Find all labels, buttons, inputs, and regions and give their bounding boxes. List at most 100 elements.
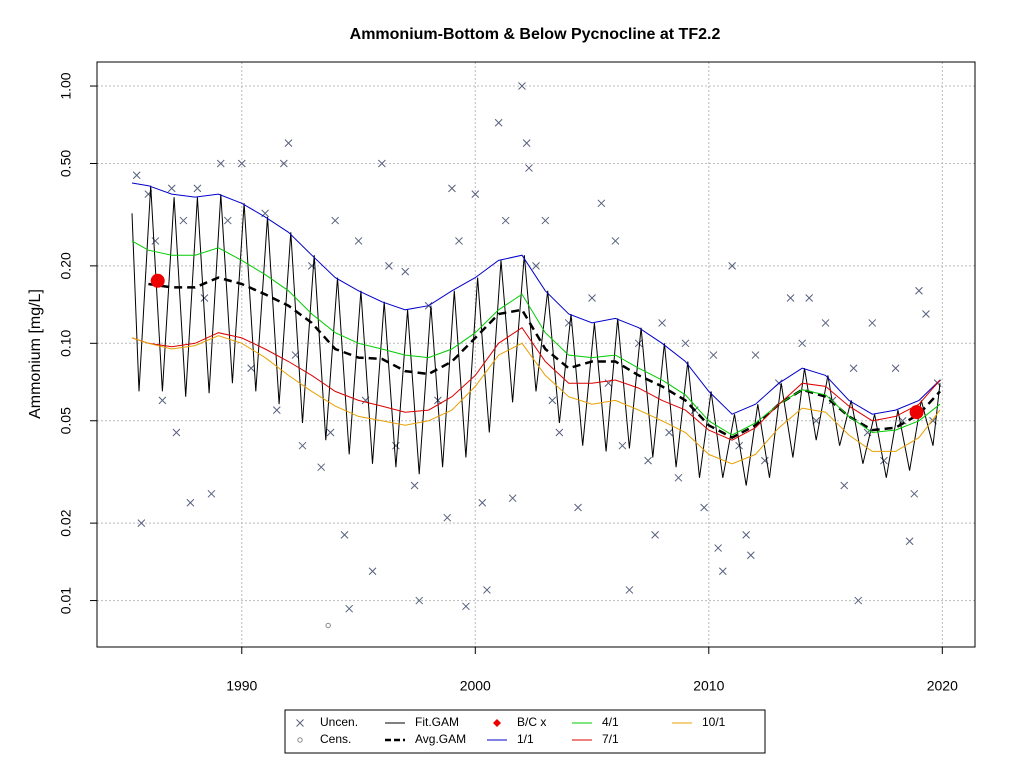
x-tick-label: 2020 [927,678,958,694]
data-point [910,489,919,498]
data-point [644,456,652,465]
data-point [574,503,582,512]
series-line [148,276,941,440]
data-point [880,456,888,465]
data-point [751,351,760,359]
data-point [854,596,863,605]
data-point [345,604,354,613]
legend-label: Avg.GAM [415,732,466,746]
series-line [131,182,941,415]
data-point [681,339,690,348]
y-tick-label: 0.05 [58,407,74,434]
y-tick-label: 0.20 [58,252,74,279]
data-point [849,364,858,373]
data-point [172,428,181,437]
data-point [665,428,673,437]
data-point [410,481,419,490]
data-point [443,513,452,522]
data-point [307,262,316,270]
x-tick-label: 2000 [460,678,491,694]
legend-label: 7/1 [602,732,619,746]
legend-swatch [296,719,304,727]
x-tick-label: 2010 [693,678,724,694]
data-point [868,319,877,327]
legend-label: 1/1 [517,732,534,746]
data-point [455,237,463,245]
data-point [618,441,627,450]
data-point [905,537,914,546]
data-point [326,428,335,437]
data-point [518,82,526,90]
data-point [448,184,456,193]
legend-box [284,709,766,754]
legend-label: Uncen. [320,715,358,729]
data-point [483,586,491,594]
data-point [821,319,830,327]
data-point [247,364,255,373]
data-point [167,184,176,193]
legend-label: Cens. [320,732,351,746]
data-point [674,473,683,482]
data-point [150,273,165,288]
data-point [401,267,410,276]
data-point [478,498,487,507]
data-point [193,184,202,193]
data-point [158,396,167,405]
series-line [131,240,941,436]
data-point [522,139,531,147]
data-point [548,396,557,405]
y-tick-label: 0.01 [58,587,74,614]
data-point [588,294,596,302]
data-point [368,567,377,576]
data-point [200,294,209,302]
legend-label: Fit.GAM [415,715,459,729]
chart-title: Ammonium-Bottom & Below Pycnocline at TF… [350,26,721,43]
data-point [532,262,540,270]
data-point [541,216,550,225]
data-point [237,159,246,168]
data-point [786,294,795,302]
y-tick-label: 0.10 [58,329,74,356]
data-point [494,118,503,127]
y-tick-label: 0.02 [58,509,74,536]
y-tick-label: 1.00 [58,72,74,99]
data-point [279,159,288,168]
data-point [331,216,340,225]
data-point [718,567,727,576]
data-point [378,159,386,168]
data-point [223,216,232,225]
data-point [298,441,307,450]
data-point [186,498,195,507]
plot-frame [96,61,976,648]
data-point [317,463,326,472]
data-point [132,171,141,180]
data-point [340,531,349,539]
data-point [415,596,424,605]
data-point [714,544,722,552]
data-point [805,294,814,302]
y-axis-label: Ammonium [mg/L] [27,289,44,419]
data-point [611,237,620,245]
data-point [742,531,751,539]
data-point [634,339,643,348]
data-point [525,164,533,172]
data-point [651,531,659,539]
data-point [392,441,400,450]
data-point [798,339,807,348]
data-point [597,199,606,208]
x-tick-label: 1990 [226,678,257,694]
data-point [508,494,517,503]
data-point [625,586,634,594]
legend-swatch [297,737,303,743]
data-point [501,216,510,225]
data-point [555,428,564,437]
data-point [151,237,160,245]
series-line [131,335,941,465]
data-point [700,503,708,512]
data-point [564,319,573,327]
data-point [216,159,225,168]
data-point [385,262,393,270]
legend-swatch [493,719,501,727]
